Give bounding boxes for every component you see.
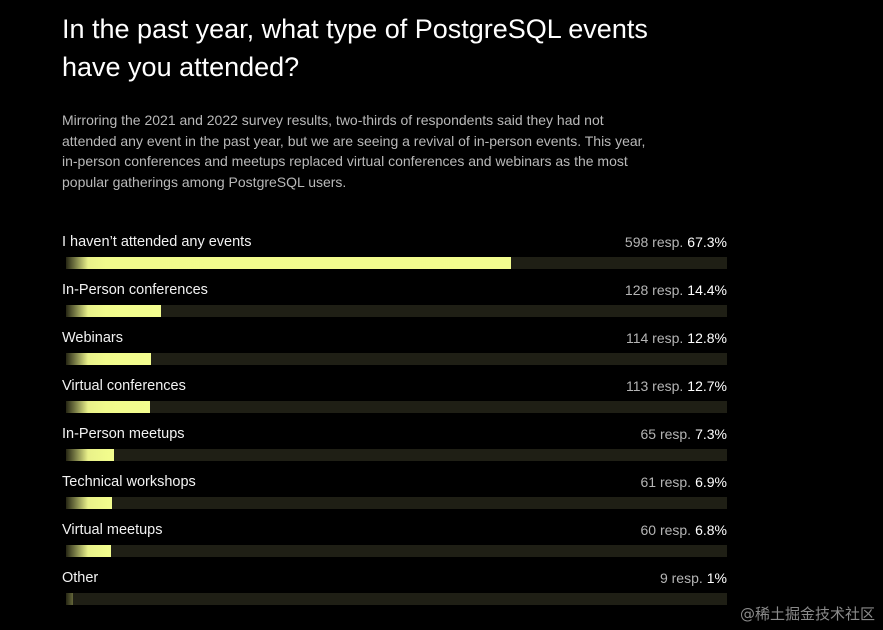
bar-track (66, 449, 727, 461)
response-count-label: 128 resp. (624, 282, 684, 298)
chart-row: In-Person conferences 128 resp. 14.4% (62, 280, 727, 328)
bar-category-label: Other (62, 570, 99, 586)
bar (66, 257, 511, 269)
bar-category-label: Virtual conferences (62, 378, 186, 394)
bar-value-labels: 114 resp. 12.8% (626, 330, 727, 346)
bar-track (66, 497, 727, 509)
bar-chart: I haven’t attended any events 598 resp. 67… (62, 232, 727, 616)
bar (66, 545, 111, 557)
bar-category-label: In-Person conferences (62, 282, 208, 298)
chart-row: In-Person meetups 65 resp. 7.3% (62, 424, 727, 472)
percent-label: 14.4% (687, 282, 727, 298)
response-count-label: 9 resp. (659, 570, 703, 586)
chart-row: Virtual meetups 60 resp. 6.8% (62, 520, 727, 568)
bar-category-label: I haven’t attended any events (62, 234, 252, 250)
bar-track (66, 353, 727, 365)
response-count-label: 61 resp. (640, 474, 692, 490)
bar-value-labels: 60 resp. 6.8% (640, 522, 727, 538)
chart-row: I haven’t attended any events 598 resp. 67… (62, 232, 727, 280)
chart-description: Mirroring the 2021 and 2022 survey resul… (62, 112, 646, 191)
bar (66, 353, 151, 365)
bar-category-label: In-Person meetups (62, 426, 185, 442)
percent-label: 67.3% (687, 234, 727, 250)
bar-value-labels: 65 resp. 7.3% (640, 426, 727, 442)
percent-label: 6.9% (695, 474, 727, 490)
bar-value-labels: 61 resp. 6.9% (640, 474, 727, 490)
bar-category-label: Virtual meetups (62, 522, 163, 538)
response-count-label: 65 resp. (640, 426, 692, 442)
bar (66, 593, 73, 605)
bar-value-labels: 113 resp. 12.7% (626, 378, 727, 394)
chart-row: Technical workshops 61 resp. 6.9% (62, 472, 727, 520)
bar-track (66, 545, 727, 557)
response-count-label: 114 resp. (625, 330, 684, 346)
bar-value-labels: 9 resp. 1% (660, 570, 727, 586)
watermark: @稀土掘金技术社区 (739, 605, 875, 623)
response-count-label: 598 resp. (624, 234, 684, 250)
chart-row: Other 9 resp. 1% (62, 568, 727, 616)
bar-track (66, 305, 727, 317)
bar (66, 497, 112, 509)
bar-category-label: Webinars (62, 330, 123, 346)
bar (66, 449, 115, 461)
bar-value-labels: 128 resp. 14.4% (625, 282, 727, 298)
percent-label: 1% (706, 570, 727, 586)
bar-category-label: Technical workshops (62, 474, 196, 490)
percent-label: 12.7% (687, 378, 727, 394)
bar-track (66, 257, 727, 269)
response-count-label: 60 resp. (640, 522, 692, 538)
chart-row: Webinars 114 resp. 12.8% (62, 328, 727, 376)
bar (66, 305, 162, 317)
chart-row: Virtual conferences 113 resp. 12.7% (62, 376, 727, 424)
bar-track (66, 593, 727, 605)
page-title: In the past year, what type of PostgreSQ… (62, 14, 648, 82)
percent-label: 12.8% (687, 330, 727, 346)
response-count-label: 113 resp. (625, 378, 684, 394)
percent-label: 6.8% (695, 522, 727, 538)
percent-label: 7.3% (695, 426, 727, 442)
bar-value-labels: 598 resp. 67.3% (625, 234, 727, 250)
bar-track (66, 401, 727, 413)
bar (66, 401, 150, 413)
